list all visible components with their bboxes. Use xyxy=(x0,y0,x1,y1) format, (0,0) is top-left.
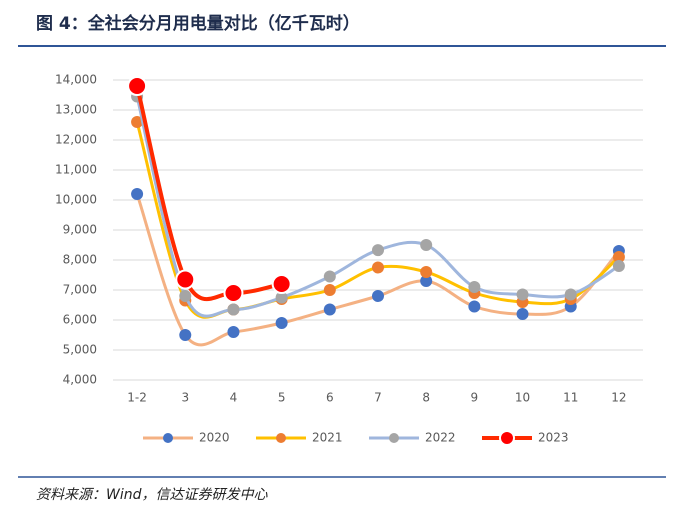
legend-label: 2021 xyxy=(312,431,343,445)
x-tick-label: 6 xyxy=(326,391,334,405)
y-tick-label: 4,000 xyxy=(63,373,97,387)
y-tick-label: 7,000 xyxy=(63,283,97,297)
data-point xyxy=(372,290,384,302)
x-tick-label: 8 xyxy=(422,391,430,405)
data-point xyxy=(420,275,433,287)
legend-marker xyxy=(389,433,399,443)
data-point xyxy=(323,284,336,296)
data-point xyxy=(131,116,144,128)
x-tick-label: 12 xyxy=(611,391,626,405)
series-line xyxy=(135,85,283,301)
legend-label: 2020 xyxy=(199,431,230,445)
legend-marker xyxy=(276,433,286,443)
data-point xyxy=(275,317,288,329)
data-point xyxy=(223,283,244,303)
series-line xyxy=(135,96,620,318)
data-point xyxy=(323,303,336,316)
legend-marker xyxy=(499,430,515,446)
x-tick-label: 11 xyxy=(563,391,578,405)
y-tick-label: 14,000 xyxy=(55,73,97,87)
data-point xyxy=(179,290,192,302)
data-point xyxy=(131,188,144,200)
source: 资料来源：Wind，信达证券研发中心 xyxy=(36,487,268,503)
x-tick-label: 1-2 xyxy=(127,391,147,405)
data-point xyxy=(516,288,529,301)
series-line xyxy=(135,193,621,347)
x-tick-label: 7 xyxy=(374,391,382,405)
y-tick-label: 10,000 xyxy=(55,193,97,207)
data-point xyxy=(468,300,481,313)
y-tick-label: 13,000 xyxy=(55,103,97,117)
data-point xyxy=(271,274,292,294)
data-point xyxy=(127,76,148,96)
data-point xyxy=(420,239,433,251)
data-point xyxy=(372,261,384,274)
legend-label: 2023 xyxy=(538,431,569,445)
chart-title: 图 4：全社会分月用电量对比（亿千瓦时） xyxy=(36,13,360,34)
series-line xyxy=(135,121,620,319)
data-point xyxy=(175,269,196,290)
y-tick-label: 6,000 xyxy=(63,313,97,327)
y-tick-label: 12,000 xyxy=(55,133,97,147)
x-tick-label: 3 xyxy=(181,391,189,405)
y-tick-label: 9,000 xyxy=(63,223,97,237)
data-point xyxy=(275,291,288,304)
x-tick-label: 5 xyxy=(278,391,286,405)
data-point xyxy=(564,288,577,301)
x-tick-label: 10 xyxy=(515,391,530,405)
data-point xyxy=(516,308,529,320)
data-point xyxy=(323,270,336,283)
data-point xyxy=(227,326,240,338)
y-tick-label: 5,000 xyxy=(63,343,97,357)
data-point xyxy=(420,266,433,278)
data-point xyxy=(372,244,384,257)
legend-label: 2022 xyxy=(425,431,456,445)
data-point xyxy=(612,260,625,272)
x-tick-label: 4 xyxy=(230,391,238,405)
data-point xyxy=(179,329,192,341)
legend-marker xyxy=(163,433,173,443)
y-tick-label: 11,000 xyxy=(55,163,97,177)
data-point xyxy=(468,281,481,293)
data-point xyxy=(227,303,240,316)
x-tick-label: 9 xyxy=(471,391,479,405)
y-tick-label: 8,000 xyxy=(63,253,97,267)
data-point xyxy=(612,251,625,263)
